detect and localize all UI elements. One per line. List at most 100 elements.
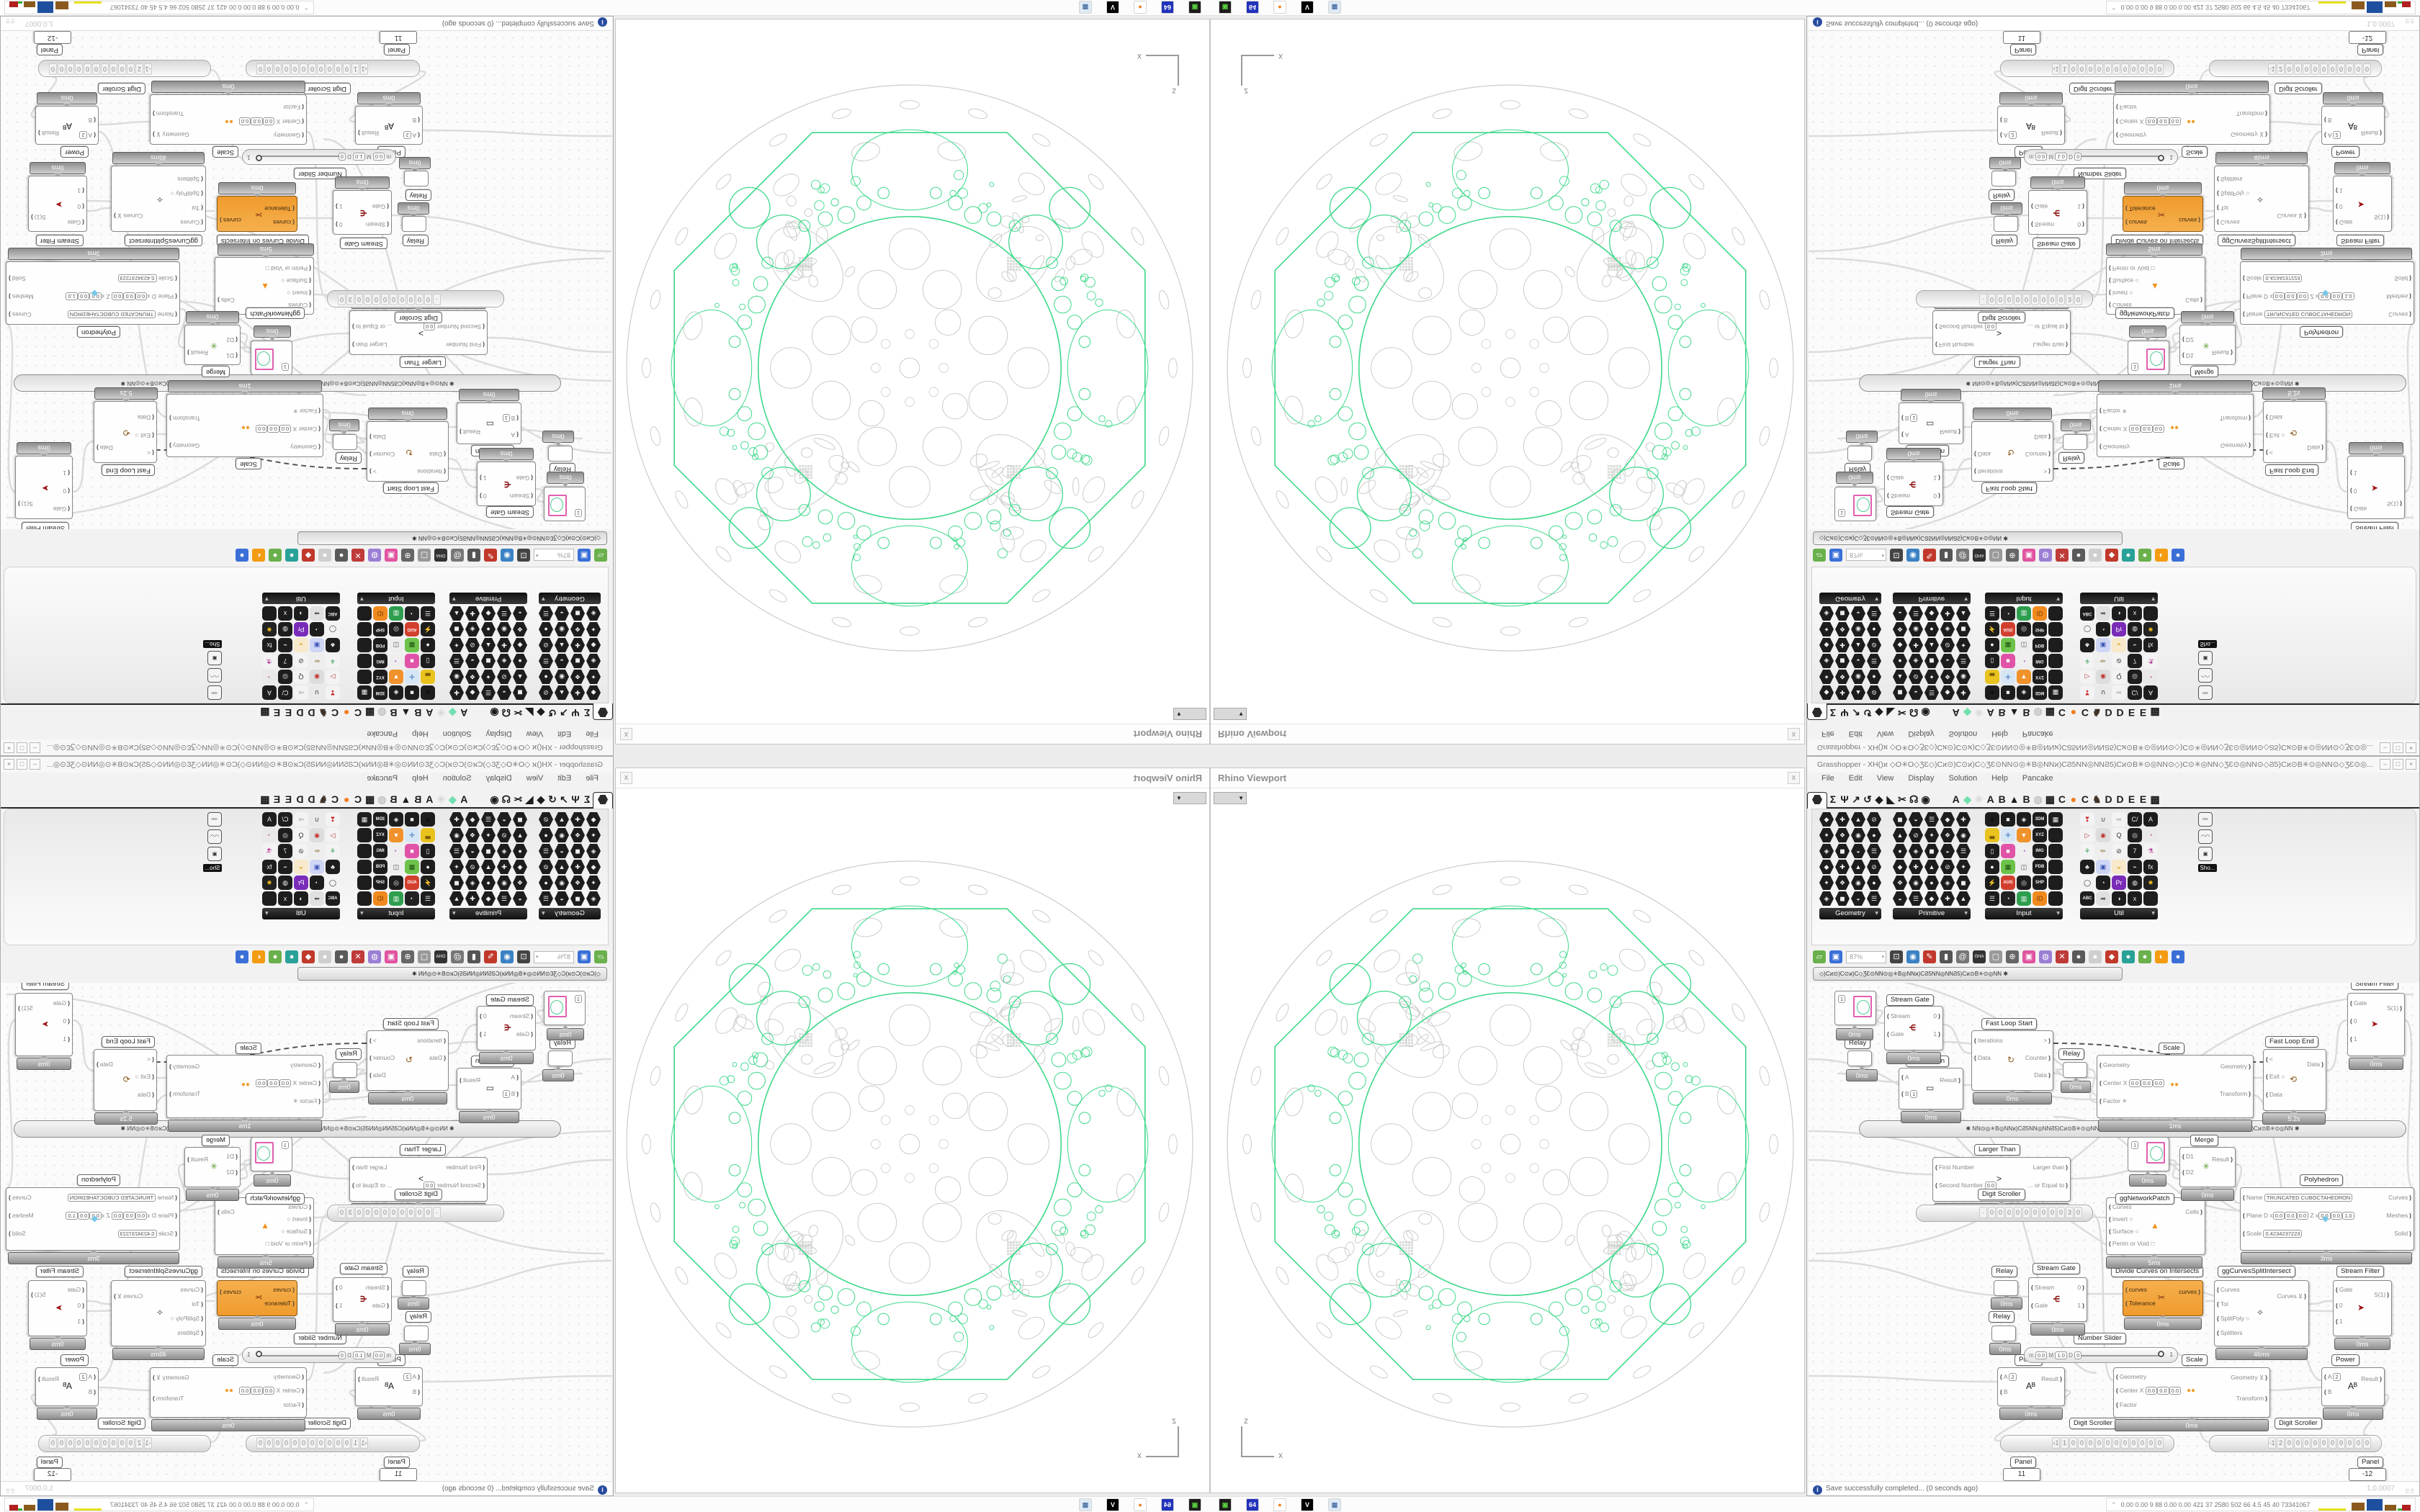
input-0[interactable]: A 2	[2000, 1373, 2017, 1382]
component-icon[interactable]: ▃	[1985, 828, 1999, 842]
component-icon[interactable]	[2048, 891, 2063, 906]
component-icon[interactable]: 3DM	[2033, 812, 2047, 827]
toolbar-icon-4[interactable]: ◉	[1906, 549, 1919, 562]
relay-node[interactable]	[2063, 434, 2087, 450]
component-icon[interactable]: ▲	[555, 638, 569, 652]
zoom-level[interactable]: 87% ▾	[534, 950, 574, 963]
component-icon[interactable]: ✦	[1924, 828, 1939, 842]
node-canvas[interactable]: ✱ ΝΝ⊙◎✳Β◎ΝΝϰ)CϨ5ΝΝ◎ΝΝϨ5)Cϰ⊙Β✳⊙◎ΝΝ⊙ƷƐ◇)Cϰ…	[1809, 983, 2419, 1481]
toolbar-icon-3[interactable]: ⊡	[1890, 549, 1903, 562]
output-2[interactable]: Solid	[2394, 275, 2411, 282]
input-0[interactable]: A	[1901, 431, 1909, 438]
tab-4[interactable]: ↺	[548, 793, 557, 805]
gh-component-stream-filter-1[interactable]: Gate01S(1)➤	[15, 993, 73, 1056]
component-icon[interactable]: ◆	[1985, 812, 1999, 827]
toolbar-icon-9[interactable]: ▢	[1989, 549, 2002, 562]
input-1[interactable]: Gate	[1887, 474, 1904, 482]
component-icon[interactable]: ▦	[357, 812, 372, 827]
show-toggle-icon[interactable]: ▣	[207, 651, 222, 665]
output-0[interactable]: S(1)	[31, 214, 46, 221]
component-icon[interactable]: ⊘	[1940, 638, 1955, 652]
toolbar-icon-20[interactable]: ●	[236, 549, 248, 562]
group-label-primitive[interactable]: Primitive ▾	[1893, 593, 1971, 604]
group-label-input[interactable]: Input ▾	[1985, 908, 2063, 919]
component-icon[interactable]: ●	[1867, 876, 1881, 890]
input-0[interactable]: D1	[226, 352, 238, 359]
firefox-icon[interactable]: ●	[1273, 1, 1286, 14]
group-label-input[interactable]: Input ▾	[357, 908, 435, 919]
panel-value[interactable]: -12	[34, 31, 71, 44]
component-icon[interactable]: ⚗	[262, 654, 277, 668]
tab-5[interactable]: ◆	[537, 793, 545, 805]
output-1[interactable]: Meshes	[9, 1212, 34, 1219]
tab-1[interactable]: Σ	[583, 793, 591, 805]
toolbar-icon-20[interactable]: ●	[2172, 950, 2184, 963]
input-1[interactable]: Tolerance	[264, 1300, 295, 1307]
component-icon[interactable]: ▲	[555, 812, 569, 827]
component-icon[interactable]: ☰	[1985, 891, 1999, 906]
tab-1[interactable]: Σ	[1829, 793, 1837, 805]
close-button[interactable]: ×	[4, 759, 14, 770]
toolbar-icon-12[interactable]: ◍	[368, 549, 381, 562]
menu-view[interactable]: View	[1876, 774, 1894, 783]
component-icon[interactable]: ☰	[1985, 606, 1999, 621]
toolbar-icon-18[interactable]: ●	[2138, 549, 2151, 562]
tab-27[interactable]: E	[2139, 793, 2147, 805]
component-icon[interactable]: ❖	[465, 828, 480, 842]
component-icon[interactable]: ❖	[570, 876, 585, 890]
component-icon[interactable]: ◒	[1893, 891, 1907, 906]
input-1[interactable]: B	[2000, 117, 2008, 124]
component-icon[interactable]: ◼	[1835, 654, 1850, 668]
input-1[interactable]: Tolerance	[2125, 205, 2156, 212]
component-icon[interactable]: fx	[2143, 638, 2158, 652]
component-icon[interactable]: ☰	[1867, 654, 1881, 668]
component-icon[interactable]: A	[262, 685, 277, 700]
input-0[interactable]: Gate	[2336, 219, 2352, 226]
component-icon[interactable]: ▲	[1851, 685, 1865, 700]
component-icon[interactable]: ◔	[405, 606, 419, 621]
toolbar-icon-9[interactable]: ▢	[418, 950, 431, 963]
input-2[interactable]: Data	[138, 1091, 154, 1098]
output-0[interactable]: Result	[2361, 1375, 2382, 1382]
component-icon[interactable]: ■	[405, 654, 419, 668]
output-0[interactable]: Curves	[9, 311, 32, 318]
component-icon[interactable]: ✚	[1909, 860, 1923, 874]
output-0[interactable]: Result	[460, 1076, 480, 1084]
component-icon[interactable]: ◔	[389, 844, 403, 858]
toolbar-icon-5[interactable]: ✎	[484, 549, 497, 562]
component-icon[interactable]: ●	[539, 876, 553, 890]
window-buttons[interactable]: – □ ×	[4, 759, 40, 770]
component-icon[interactable]: ◒	[1893, 606, 1907, 621]
component-icon[interactable]: ◒	[513, 606, 527, 621]
toolbar-icon-7[interactable]: @	[451, 950, 464, 963]
component-icon[interactable]: ✚	[465, 891, 480, 906]
gh-component-scale-2[interactable]: GeometryCenter X 0.00.00.0FactorGeometry…	[2113, 94, 2270, 145]
component-icon[interactable]: ◈	[1940, 622, 1955, 636]
component-icon[interactable]: ❖	[465, 670, 480, 684]
component-icon[interactable]: ◔	[310, 622, 324, 636]
gh-component-scale-1[interactable]: GeometryCenter X 0.00.00.0Factor ✳Geomet…	[166, 394, 323, 457]
gh-component-cells[interactable]: CurvesInvert ○Surface ○Perim or Void □Ce…	[215, 257, 314, 315]
input-2[interactable]: SplitPoly ○	[2217, 1315, 2250, 1322]
output-1[interactable]: 1	[336, 203, 343, 210]
component-icon[interactable]: 3DM	[373, 685, 387, 700]
component-icon[interactable]: ☰	[449, 844, 464, 858]
input-1[interactable]: Plane D x0.00.00.0 Z x0.00.01.0	[2243, 1212, 2354, 1220]
component-icon[interactable]	[2048, 606, 2063, 621]
component-icon[interactable]: ▼	[2017, 670, 2031, 684]
gh-component-polyhedron[interactable]: Name TRUNCATED CUBOCTAHEDRONPlane D x0.0…	[2240, 1187, 2414, 1251]
group-label-input[interactable]: Input ▾	[357, 593, 435, 604]
group-label-primitive[interactable]: Primitive ▾	[449, 593, 527, 604]
toolbar-icon-0[interactable]: ▱	[1813, 950, 1826, 963]
tab-12[interactable]: ◆	[1963, 707, 1972, 719]
tab-28[interactable]: ▩	[2150, 707, 2160, 719]
tab-8[interactable]: ☊	[1909, 707, 1919, 719]
component-icon[interactable]: ☰	[1956, 844, 1971, 858]
toolbar-icon-19[interactable]: ◐	[252, 549, 265, 562]
component-icon[interactable]: ◈	[1819, 844, 1834, 858]
output-0[interactable]: curves	[2179, 1288, 2200, 1295]
component-icon[interactable]: ◉	[497, 622, 511, 636]
